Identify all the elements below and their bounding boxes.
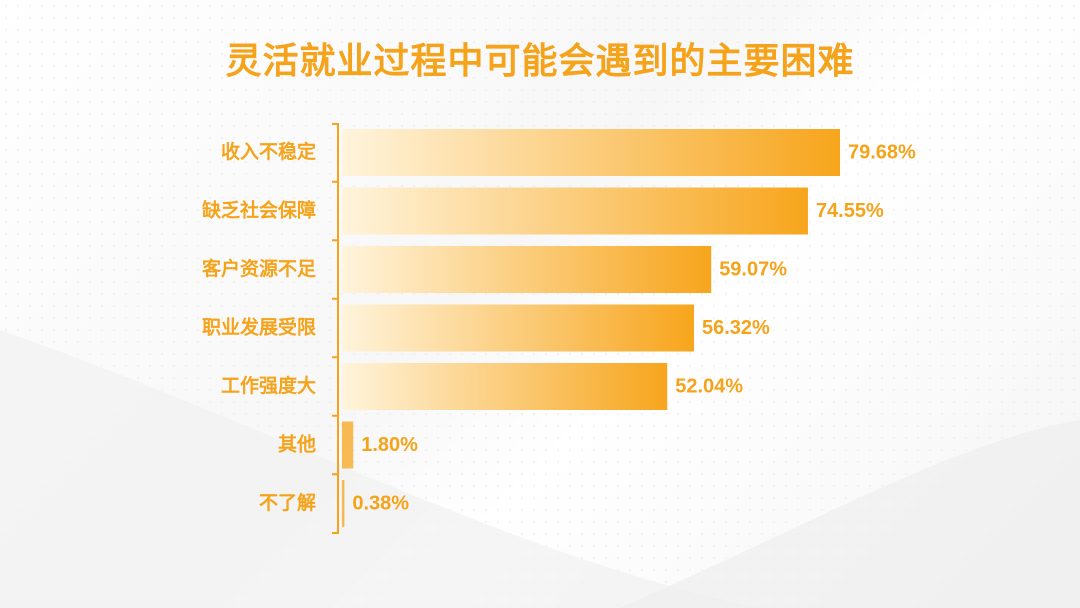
value-label: 79.68% [848,142,916,164]
bar [342,363,668,410]
category-label: 缺乏社会保障 [202,199,316,222]
value-label: 0.38% [352,493,409,515]
value-label: 52.04% [675,376,743,398]
bar [342,304,694,352]
category-label: 不了解 [259,491,316,514]
bar [342,187,808,235]
category-label: 工作强度大 [221,374,316,397]
bar [342,246,712,293]
bar [342,480,345,527]
y-axis-line [332,123,339,534]
bar [342,421,354,469]
value-label: 59.07% [719,259,787,281]
bar [342,129,840,176]
category-label: 客户资源不足 [202,257,317,280]
value-label: 1.80% [361,434,418,456]
chart-title: 灵活就业过程中可能会遇到的主要困难 [225,40,855,81]
value-label: 56.32% [702,317,770,339]
category-label: 其他 [278,433,316,456]
value-label: 74.55% [816,200,884,222]
category-label: 收入不稳定 [221,140,316,163]
category-label: 职业发展受限 [202,316,316,339]
